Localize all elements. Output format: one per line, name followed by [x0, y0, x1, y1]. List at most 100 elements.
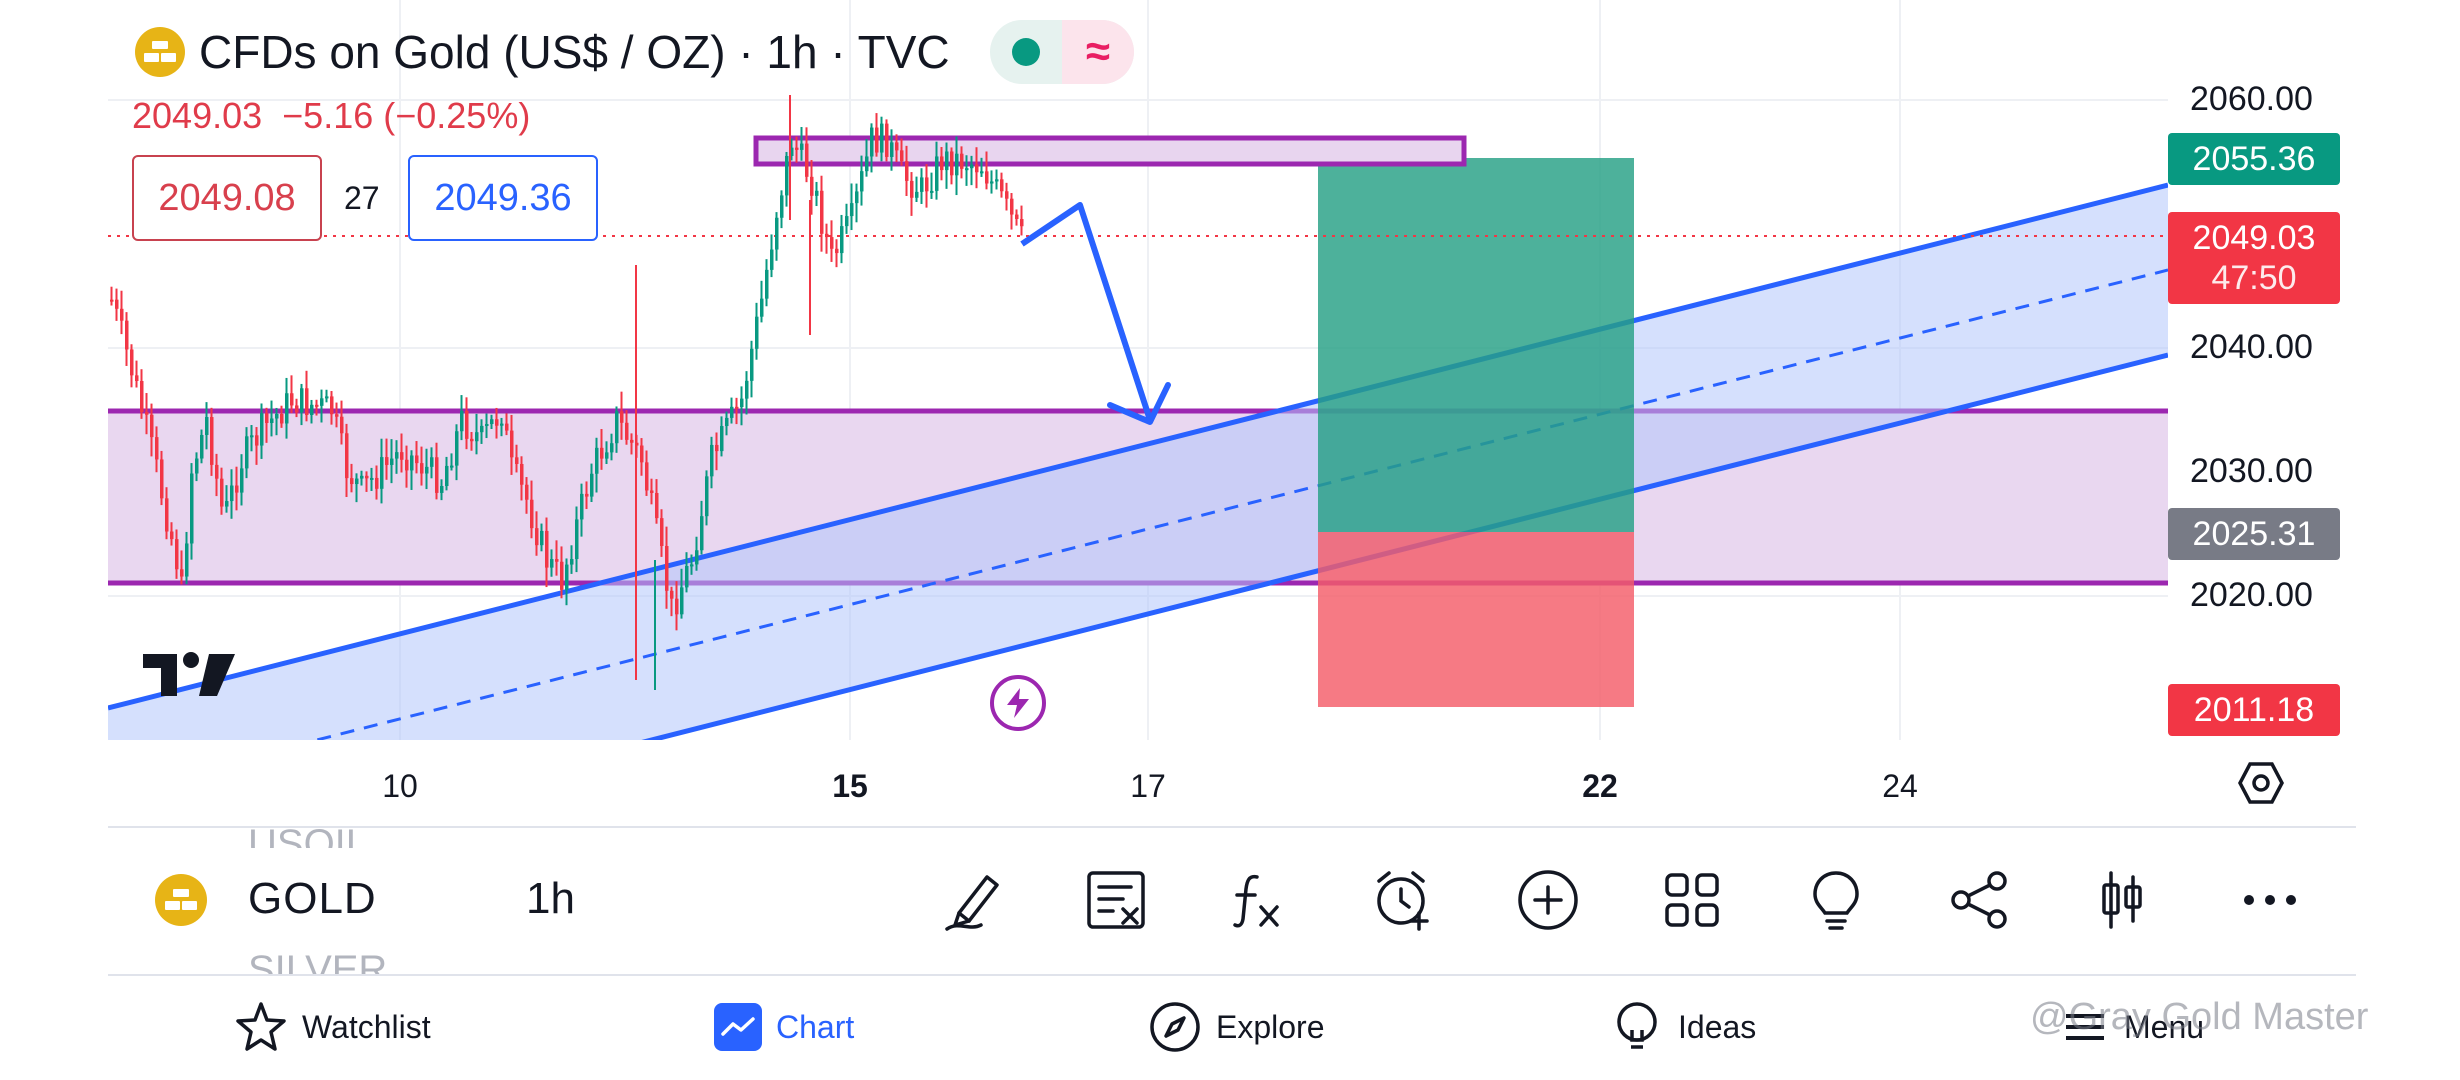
- nav-menu[interactable]: Menu: [2060, 994, 2204, 1060]
- candle-body: [925, 177, 929, 192]
- candle-body: [765, 269, 769, 299]
- candle-body: [845, 216, 849, 227]
- candle-body: [515, 457, 519, 464]
- gold-bars-icon: [155, 874, 207, 926]
- symbol-selector[interactable]: [155, 860, 207, 940]
- candle-body: [460, 410, 464, 432]
- candle-body: [335, 414, 339, 417]
- candle-body: [535, 528, 539, 546]
- candle-body: [185, 543, 189, 577]
- candle-body: [200, 434, 204, 459]
- candle-body: [375, 477, 379, 489]
- candle-body: [705, 476, 709, 517]
- candle-body: [895, 142, 899, 151]
- price-axis-label: 2060.00: [2190, 80, 2313, 118]
- next-symbol[interactable]: SILVER: [248, 950, 388, 976]
- chart-type-icon[interactable]: [2084, 862, 2160, 938]
- candle-body: [840, 226, 844, 254]
- candle-body: [565, 564, 569, 590]
- candle-body: [755, 316, 759, 349]
- brush-icon[interactable]: [936, 862, 1012, 938]
- candle-body: [480, 425, 484, 433]
- candle-body: [230, 485, 234, 502]
- indicators-icon[interactable]: [1220, 862, 1296, 938]
- candle-body: [430, 457, 434, 467]
- candle-body: [400, 452, 404, 460]
- price-change: −5.16 (−0.25%): [282, 95, 531, 136]
- price-axis-label: 2030.00: [2190, 452, 2313, 490]
- indicator-status-pill[interactable]: ≈: [990, 20, 1134, 84]
- candle-body: [150, 414, 154, 438]
- candle-body: [545, 530, 549, 568]
- object-tree-icon[interactable]: [1078, 862, 1154, 938]
- candle-body: [670, 590, 674, 599]
- candle-body: [115, 299, 119, 309]
- share-icon[interactable]: [1942, 862, 2018, 938]
- candle-body: [860, 171, 864, 192]
- candle-body: [955, 153, 959, 176]
- star-icon: [236, 1002, 286, 1051]
- gold-bars-icon: [135, 27, 185, 77]
- candle-body: [120, 308, 124, 321]
- layouts-icon[interactable]: [1654, 862, 1730, 938]
- candle-body: [240, 468, 244, 493]
- ideas-icon[interactable]: [1798, 862, 1874, 938]
- nav-chart[interactable]: Chart: [714, 994, 854, 1060]
- candle-body: [675, 598, 679, 615]
- candle-body: [940, 156, 944, 171]
- more-icon[interactable]: [2232, 862, 2308, 938]
- candlestick-series: [110, 95, 1024, 690]
- candle-body: [800, 143, 804, 150]
- candle-body: [870, 127, 874, 157]
- symbol-title-row[interactable]: CFDs on Gold (US$ / OZ) · 1h · TVC: [135, 22, 950, 82]
- nav-watchlist[interactable]: Watchlist: [234, 994, 431, 1060]
- candle-body: [235, 485, 239, 493]
- candle-body: [465, 410, 469, 439]
- candle-body: [830, 237, 834, 249]
- candle-body: [875, 127, 879, 153]
- last-price: 2049.03: [132, 95, 263, 136]
- candle-body: [570, 559, 574, 565]
- candle-body: [990, 181, 994, 184]
- price-chart[interactable]: [0, 0, 2460, 830]
- divider: [108, 974, 2356, 976]
- add-icon[interactable]: [1510, 862, 1586, 938]
- sell-button[interactable]: 2049.08: [132, 155, 322, 241]
- take-profit-zone: [1318, 158, 1634, 532]
- symbol-name[interactable]: GOLD: [248, 874, 377, 923]
- interval-selector[interactable]: 1h: [526, 874, 575, 923]
- alert-icon[interactable]: [1366, 862, 1442, 938]
- watermark: @Gray Gold Master: [2030, 996, 2369, 1038]
- candle-body: [340, 416, 344, 434]
- candle-body: [700, 516, 704, 551]
- candle-body: [950, 151, 954, 176]
- time-axis-label: 15: [832, 768, 868, 804]
- prev-symbol[interactable]: USOIL: [248, 822, 369, 848]
- candle-body: [500, 423, 504, 426]
- candle-body: [135, 375, 139, 381]
- candle-body: [410, 455, 414, 471]
- nav-explore[interactable]: Explore: [1148, 994, 1325, 1060]
- candle-body: [665, 546, 669, 591]
- candle-body: [865, 156, 869, 172]
- price-change-line: 2049.03 −5.16 (−0.25%): [132, 95, 530, 137]
- candle-body: [625, 422, 629, 440]
- nav-label: Explore: [1216, 1008, 1325, 1045]
- buy-button[interactable]: 2049.36: [408, 155, 598, 241]
- candle-body: [745, 380, 749, 399]
- stop-loss-zone: [1318, 532, 1634, 707]
- candle-body: [770, 249, 774, 270]
- lightning-icon[interactable]: [990, 675, 1046, 731]
- candle-body: [960, 153, 964, 169]
- candle-body: [785, 155, 789, 196]
- price-axis-label: 2020.00: [2190, 576, 2313, 614]
- candle-body: [165, 498, 169, 532]
- candle-body: [775, 217, 779, 250]
- resistance-box: [753, 135, 1467, 167]
- candle-body: [445, 465, 449, 487]
- time-axis-label: 24: [1882, 768, 1918, 804]
- settings-icon[interactable]: [2238, 760, 2284, 811]
- candle-body: [555, 559, 559, 562]
- nav-ideas[interactable]: Ideas: [1610, 994, 1756, 1060]
- candle-body: [630, 439, 634, 443]
